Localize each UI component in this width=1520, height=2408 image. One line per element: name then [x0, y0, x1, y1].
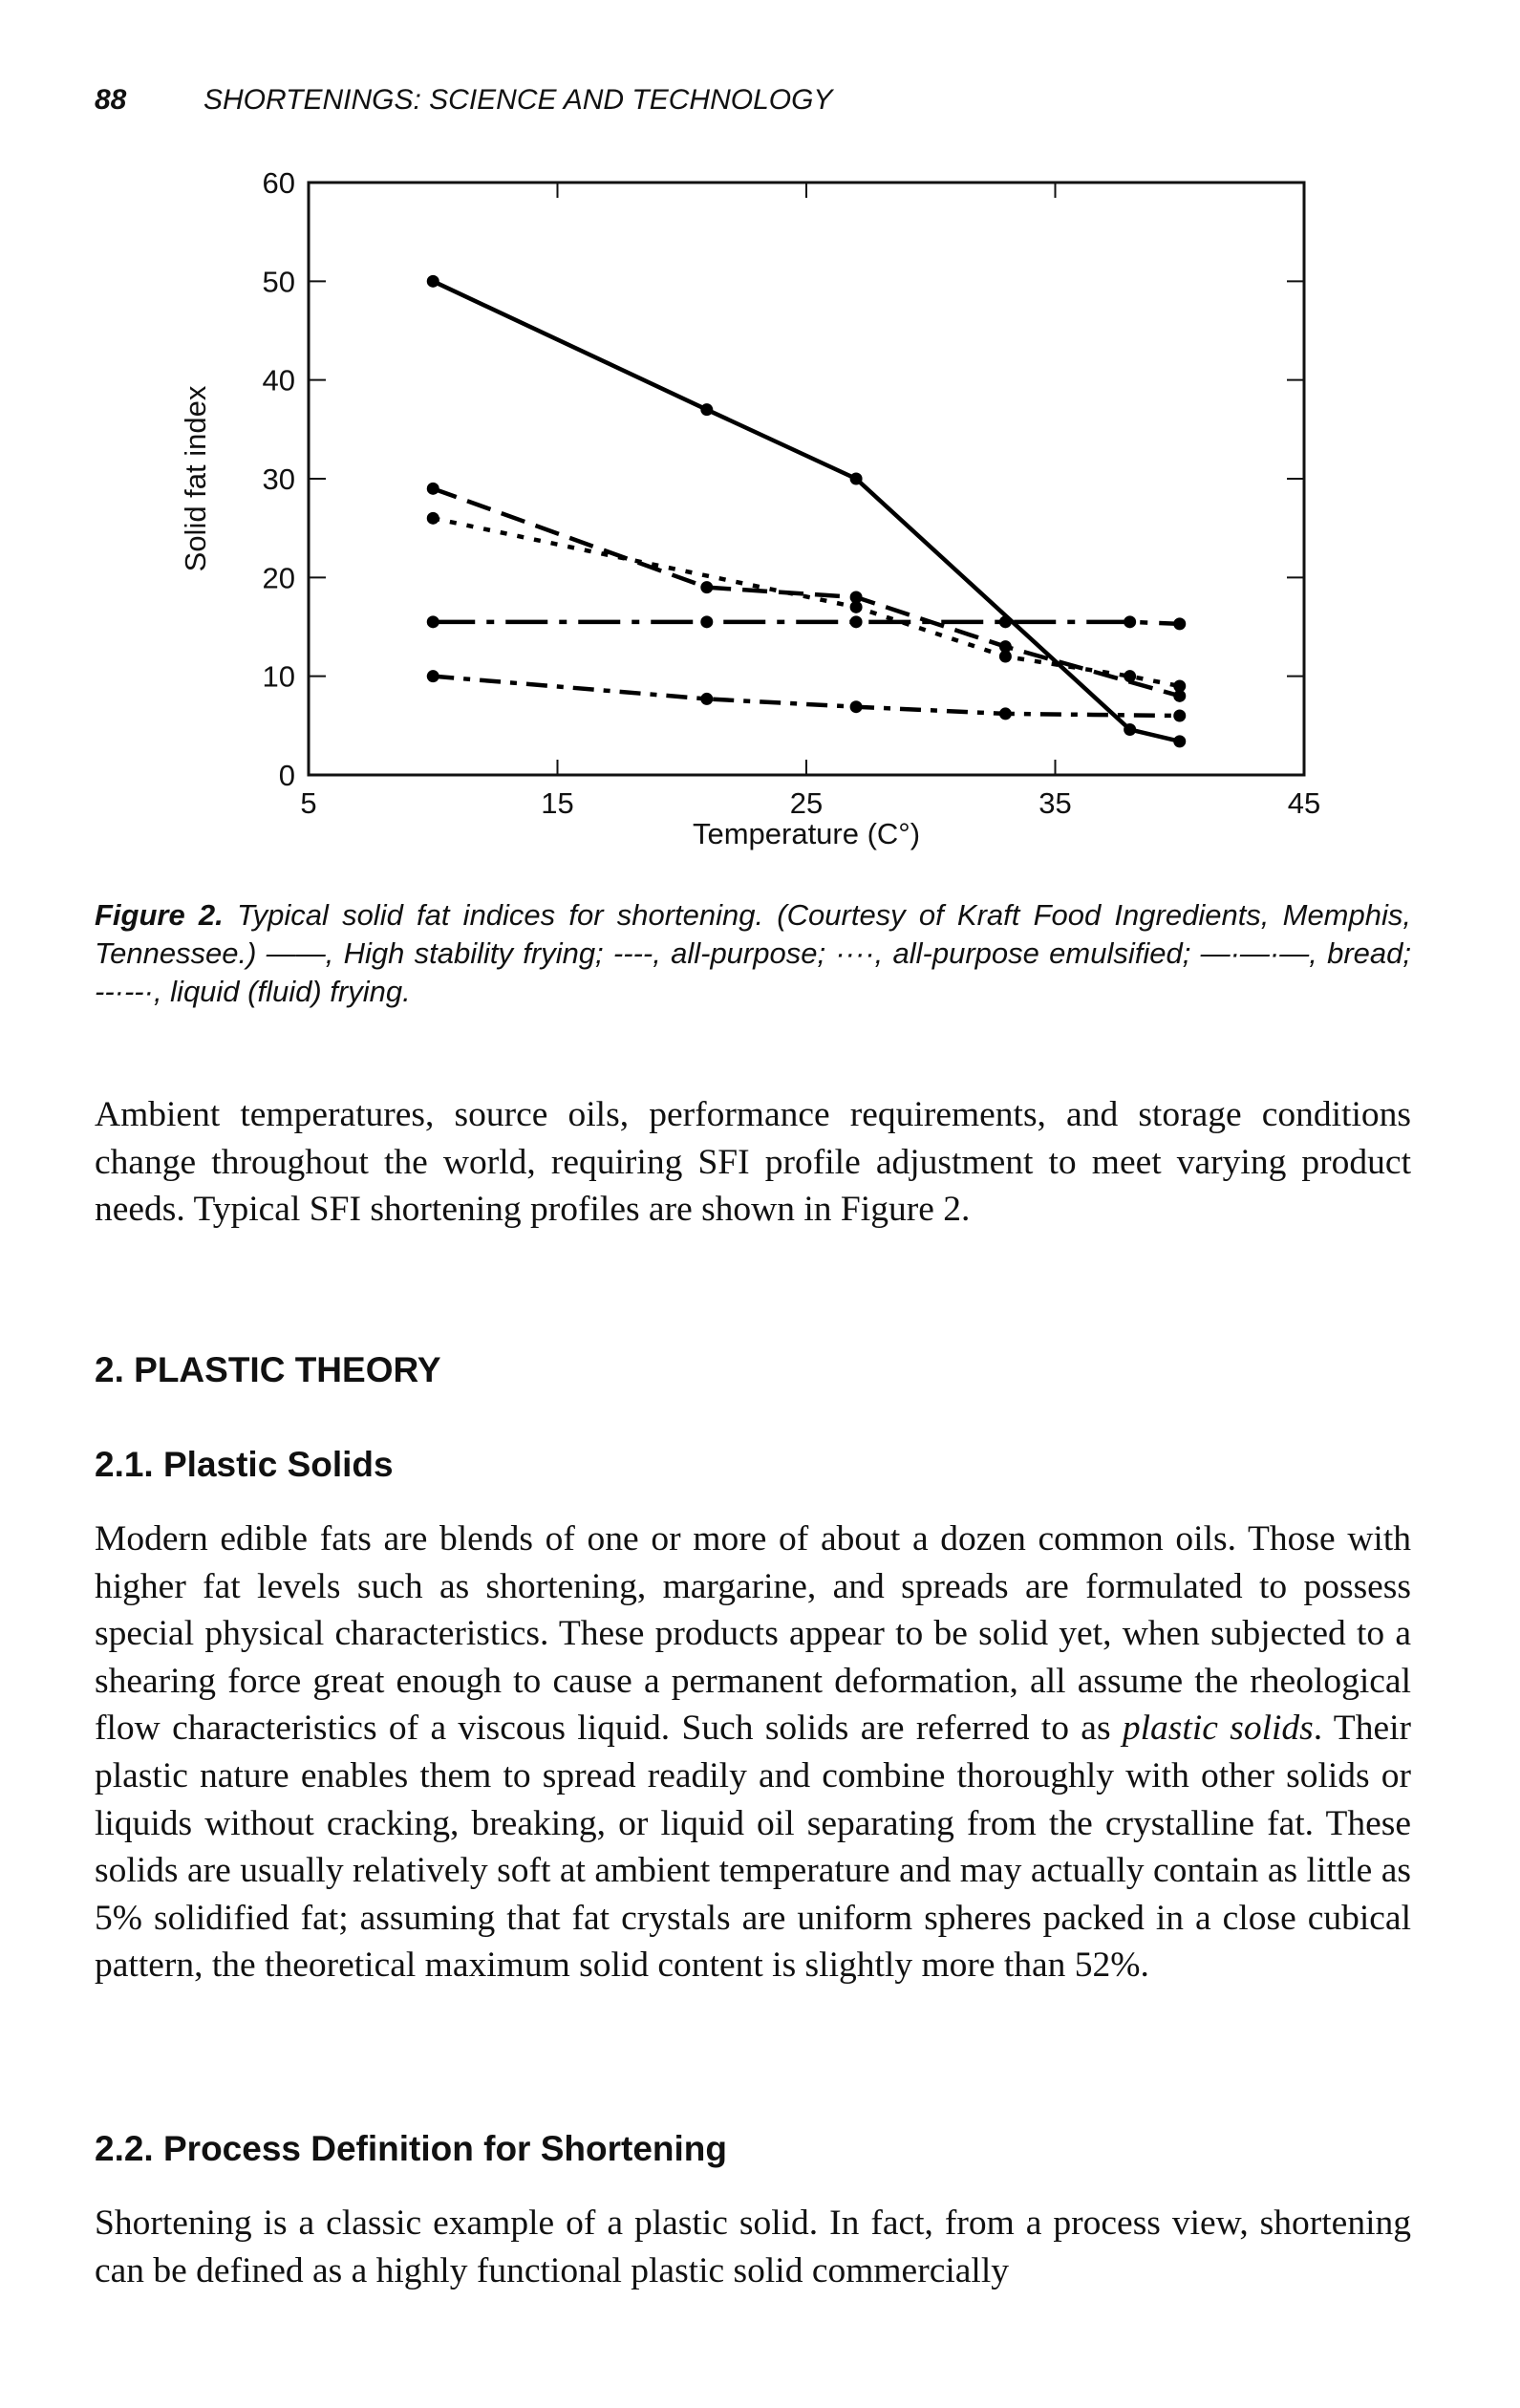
data-point: [849, 472, 863, 485]
data-point: [849, 700, 863, 714]
data-point: [426, 615, 439, 629]
data-point: [849, 600, 863, 613]
data-point: [1124, 722, 1137, 736]
x-tick-label: 35: [1038, 786, 1071, 820]
x-tick-label: 25: [790, 786, 823, 820]
subsection-heading: 2.1. Plastic Solids: [95, 1445, 394, 1484]
series-line: [433, 674, 1180, 719]
data-point: [426, 274, 439, 288]
data-point: [1173, 709, 1187, 722]
chart: Temperature (C°) Solid fat index 5 15 25 35…: [179, 166, 1320, 850]
y-tick-label: 50: [263, 265, 295, 298]
data-point: [998, 640, 1012, 654]
data-point: [1173, 689, 1187, 702]
section-heading: 2. PLASTIC THEORY: [95, 1350, 441, 1389]
paragraph: Shortening is a classic example of a pla…: [95, 2204, 1411, 2290]
y-axis-label: Solid fat index: [179, 385, 212, 571]
data-point: [700, 403, 714, 417]
data-point: [849, 615, 863, 629]
caption-label: Figure 2.: [95, 898, 224, 932]
data-point: [998, 707, 1012, 720]
data-point: [849, 591, 863, 604]
series-line: [432, 486, 1181, 699]
series-line: [432, 516, 1181, 689]
y-tick-label: 30: [263, 462, 295, 496]
x-tick-label: 5: [300, 786, 316, 820]
page-number: 88: [95, 84, 127, 116]
data-point: [1124, 615, 1137, 629]
plot-frame: [307, 181, 1306, 777]
y-tick-label: 40: [263, 364, 295, 398]
y-tick-label: 0: [279, 759, 295, 792]
data-point: [1173, 617, 1187, 631]
series-line: [432, 279, 1181, 744]
data-point: [700, 581, 714, 594]
data-point: [1124, 670, 1137, 683]
text: Modern edible fats are blends of one or …: [95, 1519, 1411, 1749]
running-title: SHORTENINGS: SCIENCE AND TECHNOLOGY: [203, 84, 833, 116]
data-point: [1173, 679, 1187, 693]
subsection-heading: 2.2. Process Definition for Shortening: [95, 2129, 727, 2168]
y-tick-label: 60: [263, 166, 295, 200]
data-point: [426, 511, 439, 525]
x-tick-label: 15: [541, 786, 573, 820]
paragraph: Ambient temperatures, source oils, perfo…: [95, 1095, 1411, 1230]
x-axis-label: Temperature (C°): [693, 817, 920, 850]
y-tick-label: 20: [263, 561, 295, 594]
data-point: [426, 482, 439, 495]
figure-caption: Figure 2. Typical solid fat indices for …: [95, 896, 1411, 1011]
data-point: [998, 615, 1012, 629]
data-point: [426, 670, 439, 683]
series-line: [433, 619, 1180, 627]
data-point: [1173, 735, 1187, 748]
y-tick-label: 10: [263, 660, 295, 694]
data-point: [700, 615, 714, 629]
data-point: [700, 692, 714, 705]
emphasis: plastic solids: [1122, 1709, 1314, 1749]
caption-text: Typical solid fat indices for shortening…: [95, 898, 1411, 1008]
paragraph: Modern edible fats are blends of one or …: [95, 1516, 1411, 1989]
data-point: [998, 650, 1012, 663]
text: . Their plastic nature enables them to s…: [95, 1709, 1411, 1986]
x-tick-label: 45: [1288, 786, 1320, 820]
